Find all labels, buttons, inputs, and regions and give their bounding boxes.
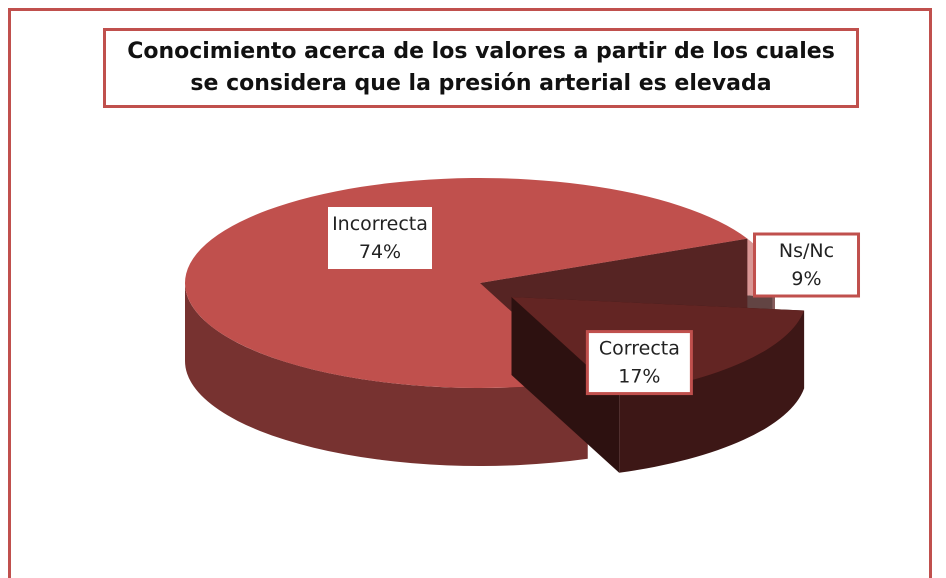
data-label-value: 9% bbox=[791, 268, 821, 290]
chart-title: Conocimiento acerca de los valores a par… bbox=[103, 28, 859, 108]
data-label-value: 74% bbox=[359, 241, 401, 263]
data-label-category: Incorrecta bbox=[332, 213, 428, 235]
slice-side-wall bbox=[185, 283, 588, 466]
slice-cut-face bbox=[511, 297, 620, 473]
data-label-category: Ns/Nc bbox=[779, 240, 834, 262]
slice-top bbox=[184, 178, 748, 389]
data-label-value: 17% bbox=[618, 366, 660, 388]
data-label-box bbox=[753, 232, 861, 298]
slice-side-wall bbox=[619, 310, 805, 473]
data-label-box bbox=[328, 207, 432, 269]
data-label-box bbox=[585, 330, 693, 396]
data-label-category: Correcta bbox=[599, 338, 680, 360]
chart-frame bbox=[8, 8, 932, 578]
